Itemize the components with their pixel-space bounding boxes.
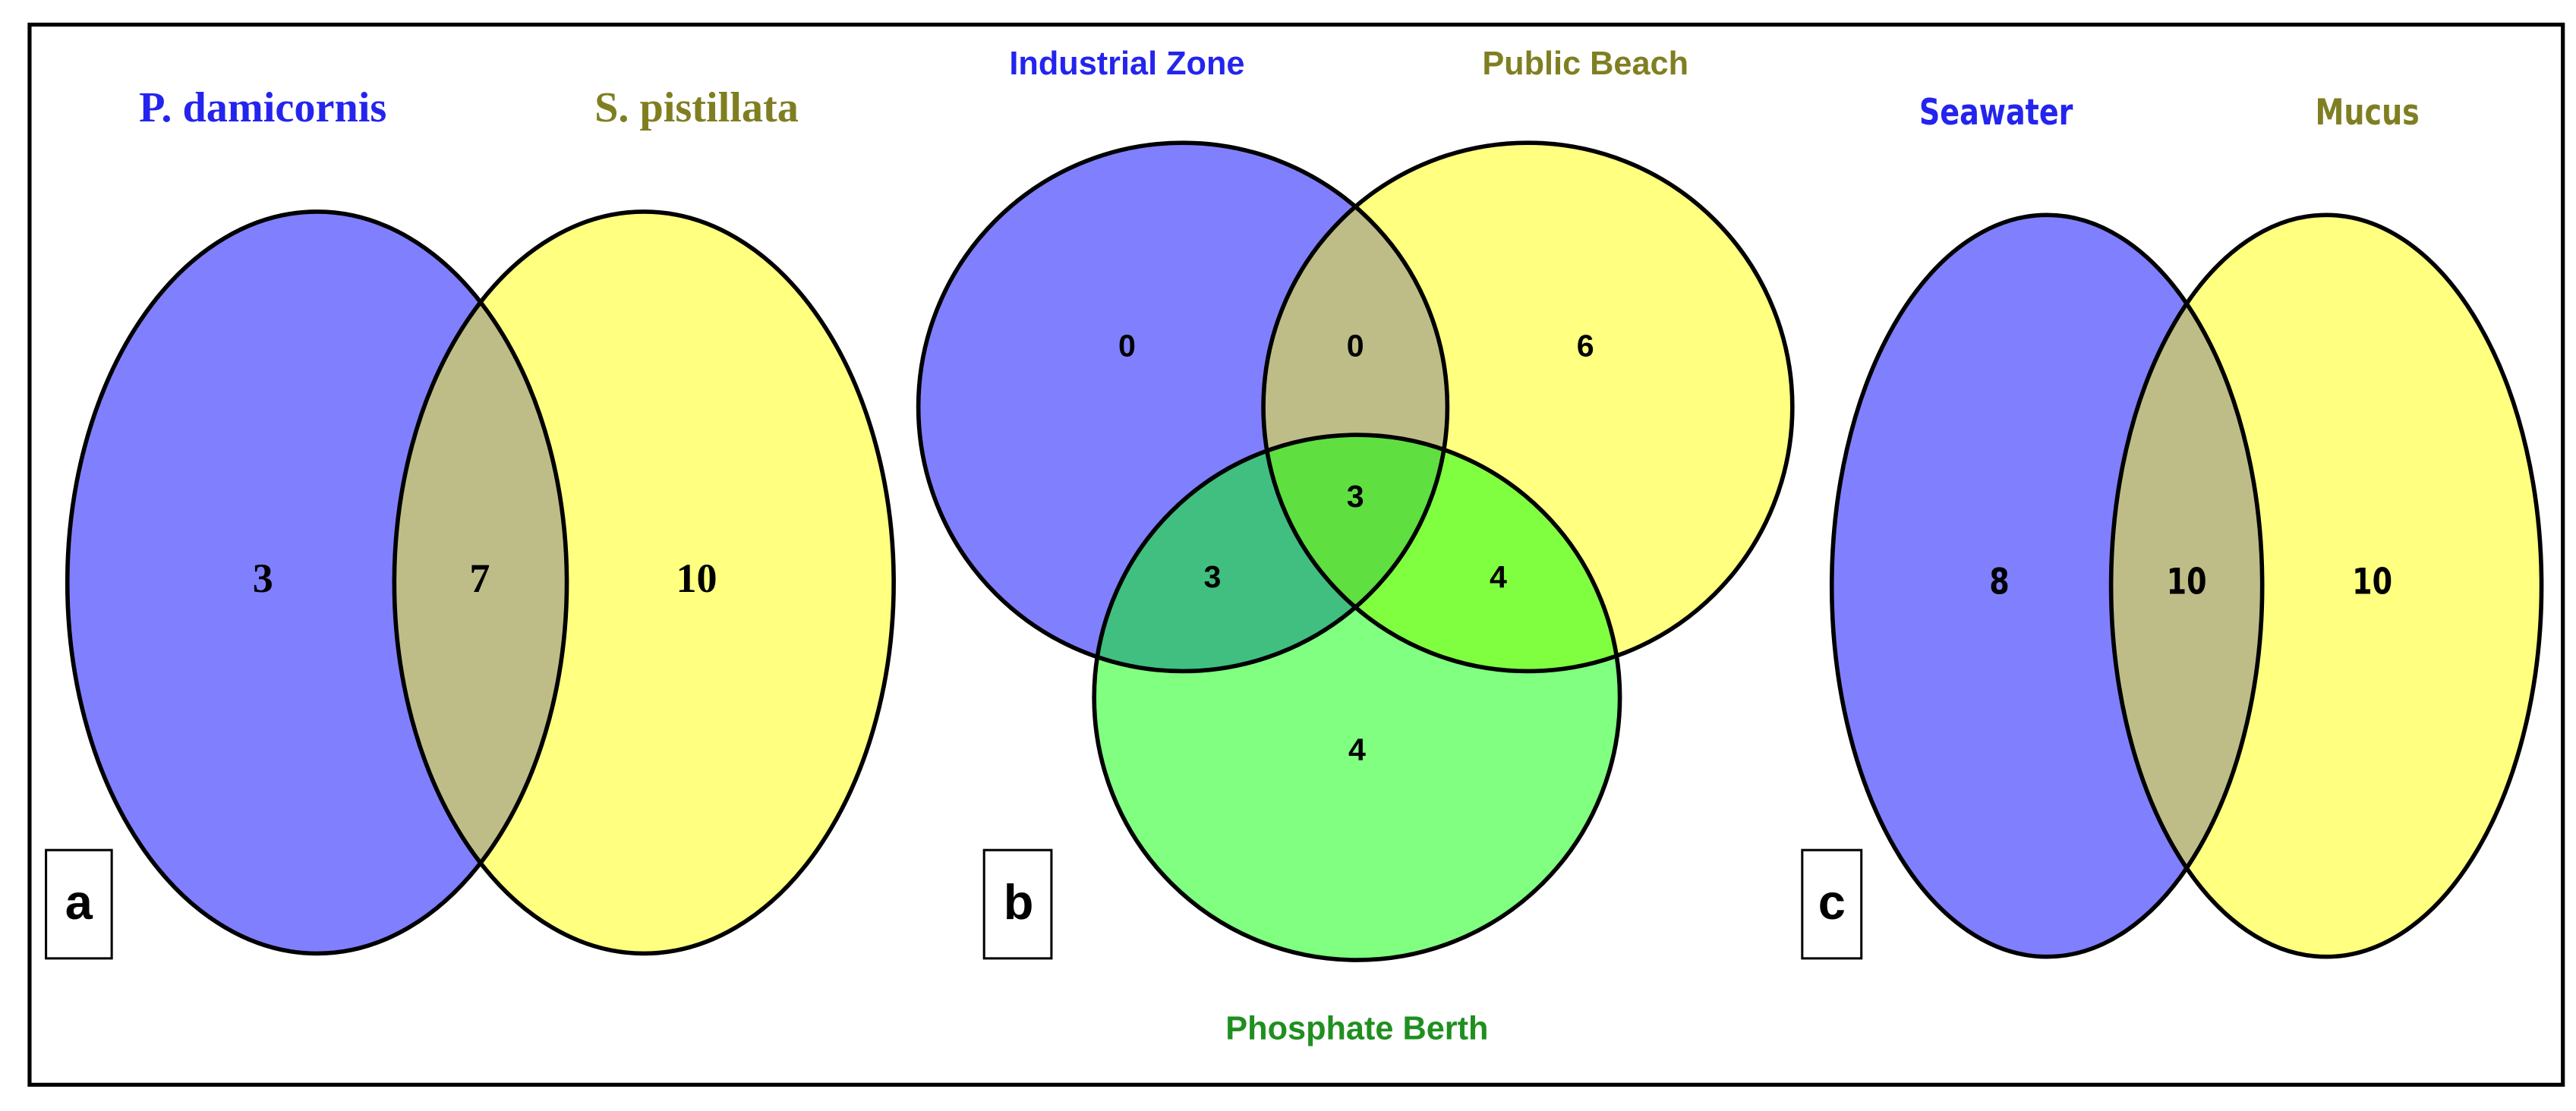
overlap — [394, 211, 567, 954]
count: 3 — [1347, 479, 1364, 514]
overlap — [1263, 435, 1620, 672]
venn-c: Seawater Mucus 8 10 10 c — [1801, 92, 2544, 960]
overlap — [1094, 435, 1448, 672]
count: 10 — [2352, 561, 2392, 603]
count: 4 — [1490, 559, 1507, 594]
set-outline — [392, 209, 896, 956]
count: 3 — [253, 556, 273, 601]
venn-b: Industrial Zone Public Beach Phosphate B… — [916, 46, 1795, 1046]
panel-letter: c — [1818, 874, 1846, 930]
venn-a: P. damicornis S. pistillata 3 7 10 a — [45, 84, 896, 960]
set-label: S. pistillata — [594, 84, 799, 131]
count: 0 — [1118, 328, 1136, 363]
count: 8 — [1989, 561, 2010, 603]
panel-letter: b — [1004, 874, 1034, 930]
count: 3 — [1204, 559, 1222, 594]
set-label: Mucus — [2316, 92, 2420, 134]
panel-label-box — [982, 848, 1053, 960]
set-label: P. damicornis — [139, 84, 386, 131]
count: 4 — [1348, 732, 1366, 766]
set-label: Industrial Zone — [1009, 46, 1244, 82]
set-outline — [65, 209, 569, 956]
panel-letter: a — [65, 874, 93, 930]
count: 0 — [1347, 328, 1364, 363]
set-outline — [1829, 212, 2265, 959]
set-label: Phosphate Berth — [1225, 1010, 1488, 1046]
panel-label-box — [1801, 848, 1863, 960]
set-outline — [2108, 212, 2544, 959]
set-outline — [1261, 140, 1795, 674]
overlap — [2111, 215, 2262, 957]
count: 7 — [469, 556, 490, 601]
set-label: Public Beach — [1482, 46, 1688, 82]
set-outline — [1092, 433, 1622, 962]
count: 6 — [1577, 328, 1594, 363]
panel-label-box — [45, 848, 113, 960]
count: 10 — [676, 556, 717, 601]
count: 10 — [2167, 561, 2207, 603]
set-label: Seawater — [1919, 92, 2073, 134]
set-outline — [916, 140, 1450, 674]
